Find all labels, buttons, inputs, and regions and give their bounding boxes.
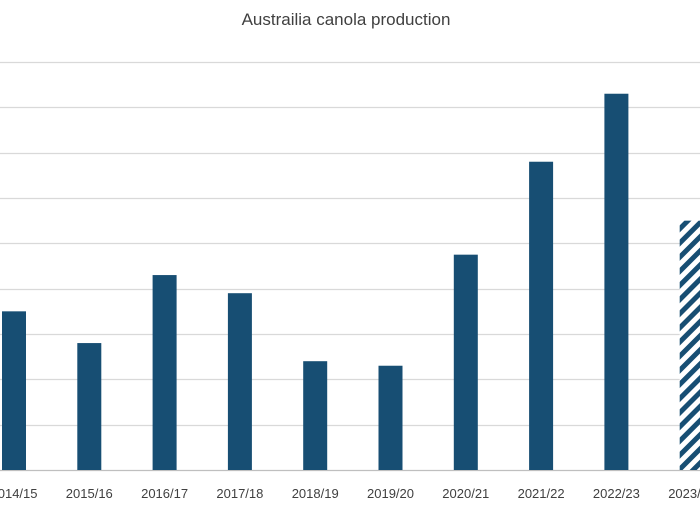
bars [2,93,700,470]
x-tick-label: 2019/20 [367,486,414,501]
x-tick-label: 2015/16 [66,486,113,501]
x-tick-label: 2020/21 [442,486,489,501]
bar-4 [303,361,328,470]
bar-5 [378,365,403,470]
x-tick-label: 2016/17 [141,486,188,501]
x-tick-label: 2018/19 [292,486,339,501]
gridlines [0,61,700,472]
bar-1 [77,343,102,470]
x-tick-label: 2022/23 [593,486,640,501]
x-tick-label: 2023/24 [668,486,700,501]
bar-8 [604,93,629,470]
bar-3 [227,293,252,470]
x-tick-label: 2014/15 [0,486,38,501]
bar-forecast-9 [679,220,700,470]
x-tick-label: 2017/18 [216,486,263,501]
bar-7 [529,161,554,470]
bar-0 [2,311,26,470]
bar-2 [152,275,177,470]
x-tick-labels: 2014/15 2015/16 2016/17 2017/18 2018/19 2019/… [0,486,700,501]
bar-6 [453,254,478,470]
chart-title: Austrailia canola production [241,10,451,29]
x-tick-label: 2021/22 [518,486,565,501]
